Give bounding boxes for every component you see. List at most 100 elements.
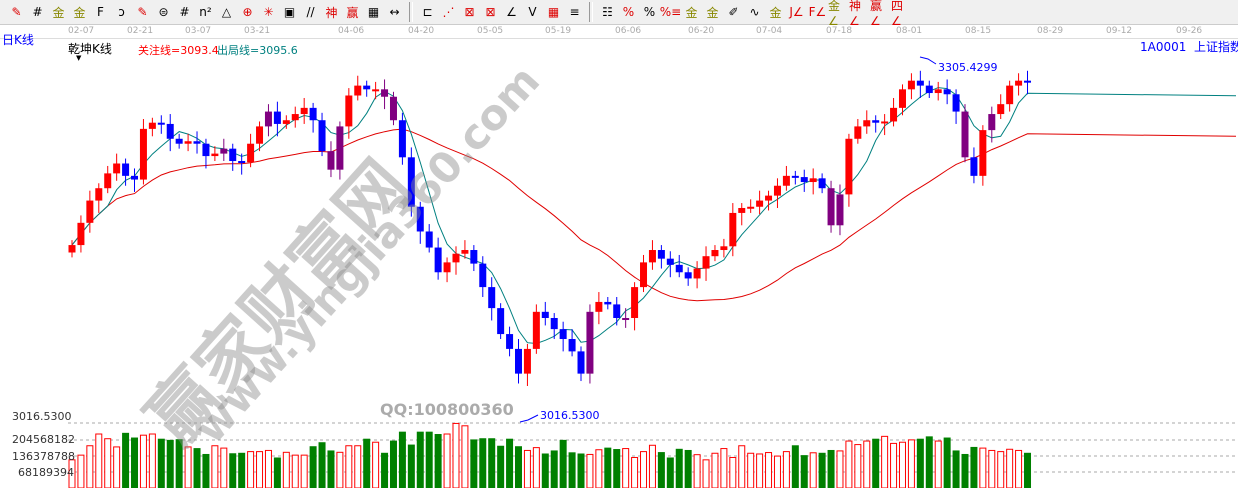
shen-angle-icon[interactable]: 神∠: [849, 0, 862, 28]
ying-icon[interactable]: 赢: [346, 5, 359, 20]
candle-body: [488, 287, 496, 309]
candle-body: [988, 114, 996, 131]
slash-icon[interactable]: //: [306, 5, 315, 19]
candle-body: [461, 250, 469, 254]
gold-angle-icon[interactable]: 金∠: [828, 0, 841, 28]
volume-bar: [372, 441, 380, 488]
gold-icon[interactable]: 金: [52, 5, 65, 20]
candle-body: [131, 175, 139, 180]
spiral-icon[interactable]: ↄ: [118, 5, 125, 19]
gold-lines-icon[interactable]: 金: [706, 5, 719, 20]
candle-body: [970, 157, 978, 176]
fan-icon[interactable]: ⋰: [442, 5, 455, 19]
date-tick: 06-06: [615, 26, 642, 36]
period-label[interactable]: 日K线: [2, 33, 34, 47]
target-icon[interactable]: ⊕: [242, 5, 253, 19]
candle-body: [622, 318, 630, 321]
indicator-dropdown-icon[interactable]: ▼: [76, 54, 82, 62]
marker-icon[interactable]: ✎: [137, 5, 148, 19]
percent-lines-icon[interactable]: %≡: [659, 5, 682, 19]
web-icon[interactable]: ✳: [263, 5, 274, 19]
f-angle-icon[interactable]: F∠: [808, 5, 827, 19]
four-angle-icon[interactable]: 四∠: [891, 0, 904, 28]
ying-angle-icon[interactable]: 赢∠: [870, 0, 883, 28]
candle-body: [550, 318, 558, 330]
candle-body: [470, 250, 478, 264]
volume-bar: [961, 453, 969, 488]
indicator-name[interactable]: 乾坤K线: [68, 42, 112, 56]
candle-body: [95, 188, 103, 201]
candle-body: [336, 126, 344, 170]
measure-icon[interactable]: ↔: [389, 5, 400, 19]
grid-icon[interactable]: #: [32, 5, 43, 19]
candle-body: [613, 304, 621, 319]
n2-icon[interactable]: n²: [199, 5, 212, 19]
date-tick: 05-19: [545, 26, 572, 36]
axis-volume-3: 68189394: [18, 466, 74, 479]
volume-bar: [506, 438, 514, 488]
low-pointer-line: [519, 414, 539, 423]
angle-icon[interactable]: ∠: [506, 5, 517, 19]
volume-bar: [452, 422, 460, 488]
parallel-icon[interactable]: ≡: [569, 5, 580, 19]
volume-bar: [684, 449, 692, 488]
lines-icon[interactable]: #: [179, 5, 190, 19]
triangle-icon[interactable]: △: [221, 5, 232, 19]
percent-icon[interactable]: %: [643, 5, 656, 19]
date-tick: 05-05: [477, 26, 504, 36]
date-tick: 08-15: [965, 26, 992, 36]
volume-bar: [220, 447, 228, 488]
volume-bar: [952, 450, 960, 488]
volume-bar: [613, 449, 621, 488]
qian-icon[interactable]: 神: [325, 5, 338, 20]
gold-box-icon[interactable]: 金: [769, 5, 782, 20]
percent-line-icon[interactable]: %: [622, 5, 635, 19]
volume-bar: [407, 444, 415, 488]
pen-icon[interactable]: ✎: [11, 5, 22, 19]
candle-body: [747, 206, 755, 209]
candle-body: [916, 80, 924, 86]
gold2-icon[interactable]: 金: [73, 5, 86, 20]
volume-bar: [264, 449, 272, 488]
volume-bar: [818, 452, 826, 488]
square-target-icon[interactable]: ▣: [283, 5, 296, 19]
candle-body: [657, 250, 665, 259]
circle-grid-icon[interactable]: ⊜: [158, 5, 169, 19]
volume-bar: [443, 433, 451, 488]
table-icon[interactable]: ☷: [602, 5, 613, 19]
volume-bar: [381, 452, 389, 488]
date-axis: 02-07 02-21 03-07 03-21 04-06 04-20 05-05 05-19…: [0, 26, 1238, 39]
volume-bar: [211, 445, 219, 488]
volume-bar: [131, 437, 139, 488]
candle-body: [479, 263, 487, 288]
volume-bar: [836, 450, 844, 488]
candle-body: [202, 143, 210, 157]
volume-bar: [898, 441, 906, 488]
fan-box2-icon[interactable]: ⊠: [485, 5, 496, 19]
candle-body: [675, 264, 683, 273]
wave-icon[interactable]: V: [528, 5, 537, 19]
brush-icon[interactable]: ✐: [728, 5, 739, 19]
j-angle-icon[interactable]: J∠: [789, 5, 804, 19]
candle-body: [604, 301, 612, 305]
volume-bar: [640, 451, 648, 488]
ruler-icon[interactable]: ▦: [367, 5, 380, 19]
date-tick: 02-07: [68, 26, 95, 36]
f-icon[interactable]: F: [97, 5, 104, 19]
volume-bar: [988, 449, 996, 488]
volume-bar: [282, 451, 290, 488]
fan-box-icon[interactable]: ⊠: [464, 5, 475, 19]
sine-icon[interactable]: ∿: [749, 5, 760, 19]
gold-circle-icon[interactable]: 金: [685, 5, 698, 20]
grid-box-icon[interactable]: ▦: [547, 5, 560, 19]
candle-body: [666, 258, 674, 265]
volume-bar: [229, 453, 237, 488]
date-tick: 09-12: [1106, 26, 1133, 36]
volume-bar: [559, 439, 567, 488]
date-tick: 02-21: [127, 26, 154, 36]
candle-body: [854, 126, 862, 139]
candle-body: [907, 80, 915, 90]
box-icon[interactable]: ⊏: [422, 5, 433, 19]
candle-body: [211, 153, 219, 157]
